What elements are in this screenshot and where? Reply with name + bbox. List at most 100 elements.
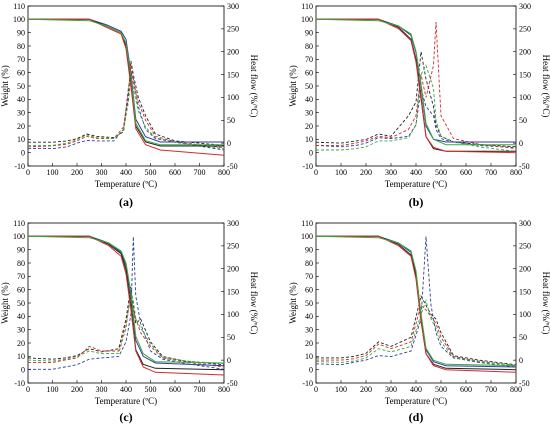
- x-tick-label: 400: [120, 385, 132, 394]
- y2-tick-label: 150: [519, 287, 531, 296]
- y2-tick-label: 250: [519, 242, 531, 251]
- y2-tick-label: 200: [227, 265, 239, 274]
- x-axis-title: Temperature (ºC): [385, 396, 447, 406]
- weight-line: [316, 235, 516, 373]
- y2-tick-label: 300: [519, 2, 531, 11]
- y-tick-label: 30: [17, 108, 25, 117]
- y-tick-label: 80: [17, 259, 25, 268]
- weight-line: [28, 235, 224, 367]
- x-axis-title: Temperature (ºC): [385, 179, 447, 189]
- x-axis-title: Temperature (ºC): [95, 396, 157, 406]
- x-tick-label: 0: [26, 385, 30, 394]
- y-tick-label: 70: [17, 55, 25, 64]
- y-tick-label: 0: [21, 365, 25, 374]
- y2-tick-label: 150: [227, 70, 239, 79]
- heatflow-line: [316, 64, 516, 152]
- y-tick-label: -10: [302, 379, 313, 388]
- y2-tick-label: 150: [227, 287, 239, 296]
- y-tick-label: 100: [13, 15, 25, 24]
- x-tick-label: 500: [145, 168, 157, 177]
- y-tick-label: 50: [305, 299, 313, 308]
- chart-panel-b: 0 100 200 300 400 500 600 700 800-10010203040506…: [288, 2, 550, 209]
- y-tick-label: 70: [17, 272, 25, 281]
- weight-line: [316, 18, 516, 154]
- x-tick-label: 400: [410, 385, 422, 394]
- chart-panel-d: 0 100 200 300 400 500 600 700 800-10010203040506…: [288, 219, 550, 424]
- y-tick-label: 50: [305, 82, 313, 91]
- y2-axis-title: Heat flow (%/ºC): [249, 272, 259, 335]
- plot-frame: [315, 222, 517, 384]
- heatflow-line: [316, 51, 516, 148]
- y-tick-label: 80: [17, 42, 25, 51]
- y-tick-label: 50: [17, 299, 25, 308]
- y-tick-label: 100: [13, 232, 25, 241]
- weight-line: [316, 235, 516, 371]
- y-axis-title: Weight (%): [288, 282, 298, 324]
- y-tick-label: 40: [17, 312, 25, 321]
- heatflow-line: [316, 236, 516, 368]
- heatflow-line: [28, 286, 224, 366]
- y-axis-title: Weight (%): [288, 65, 298, 107]
- y2-tick-label: 50: [227, 333, 235, 342]
- heatflow-line: [28, 236, 224, 370]
- x-tick-label: 800: [510, 385, 522, 394]
- x-tick-label: 200: [360, 168, 372, 177]
- y-tick-label: 10: [17, 135, 25, 144]
- panel-label: (c): [119, 410, 132, 424]
- weight-line: [28, 235, 224, 364]
- panel-label: (a): [119, 195, 133, 209]
- x-tick-label: 600: [460, 168, 472, 177]
- y2-tick-label: 150: [519, 70, 531, 79]
- curves: [28, 18, 224, 156]
- y-axis-title: Weight (%): [0, 282, 10, 324]
- y2-tick-label: 250: [227, 25, 239, 34]
- x-tick-label: 300: [96, 168, 108, 177]
- y2-tick-label: 0: [519, 139, 523, 148]
- y-tick-label: -10: [302, 162, 313, 171]
- y2-tick-label: -50: [227, 379, 238, 388]
- x-tick-label: 0: [26, 168, 30, 177]
- x-tick-label: 500: [435, 168, 447, 177]
- x-tick-label: 0: [314, 168, 318, 177]
- y2-tick-label: 0: [519, 356, 523, 365]
- y2-tick-label: -50: [519, 379, 530, 388]
- weight-line: [28, 235, 224, 371]
- y-tick-label: 30: [305, 108, 313, 117]
- weight-line: [28, 235, 224, 376]
- chart-panel-a: 0 100 200 300 400 500 600 700 800-10010203040506…: [0, 2, 259, 209]
- y-tick-label: 20: [305, 339, 313, 348]
- y-tick-label: 20: [17, 122, 25, 131]
- y-tick-label: 50: [17, 82, 25, 91]
- y-tick-label: 110: [301, 2, 313, 11]
- y-tick-label: 60: [305, 285, 313, 294]
- heatflow-line: [316, 88, 516, 149]
- heatflow-line: [28, 291, 224, 365]
- y-tick-label: 100: [301, 232, 313, 241]
- y2-tick-label: 250: [227, 242, 239, 251]
- y-tick-label: -10: [14, 162, 25, 171]
- plot-frame: [27, 222, 225, 384]
- curves: [316, 18, 516, 154]
- y-tick-label: 70: [305, 55, 313, 64]
- heatflow-line: [316, 294, 516, 366]
- x-tick-label: 0: [314, 385, 318, 394]
- x-tick-label: 300: [385, 385, 397, 394]
- x-tick-label: 100: [335, 168, 347, 177]
- x-tick-label: 300: [385, 168, 397, 177]
- y2-tick-label: 300: [227, 2, 239, 11]
- weight-line: [316, 18, 516, 152]
- y-tick-label: 10: [17, 352, 25, 361]
- x-axis-title: Temperature (ºC): [95, 179, 157, 189]
- curves: [316, 235, 516, 373]
- y-tick-label: 20: [17, 339, 25, 348]
- x-tick-label: 600: [169, 168, 181, 177]
- x-tick-label: 800: [218, 385, 230, 394]
- y-tick-label: 110: [13, 2, 25, 11]
- y2-tick-label: 300: [519, 219, 531, 228]
- weight-line: [316, 18, 516, 146]
- heatflow-line: [316, 21, 516, 150]
- y-tick-label: 0: [309, 148, 313, 157]
- x-tick-label: 200: [360, 385, 372, 394]
- y-tick-label: 20: [305, 122, 313, 131]
